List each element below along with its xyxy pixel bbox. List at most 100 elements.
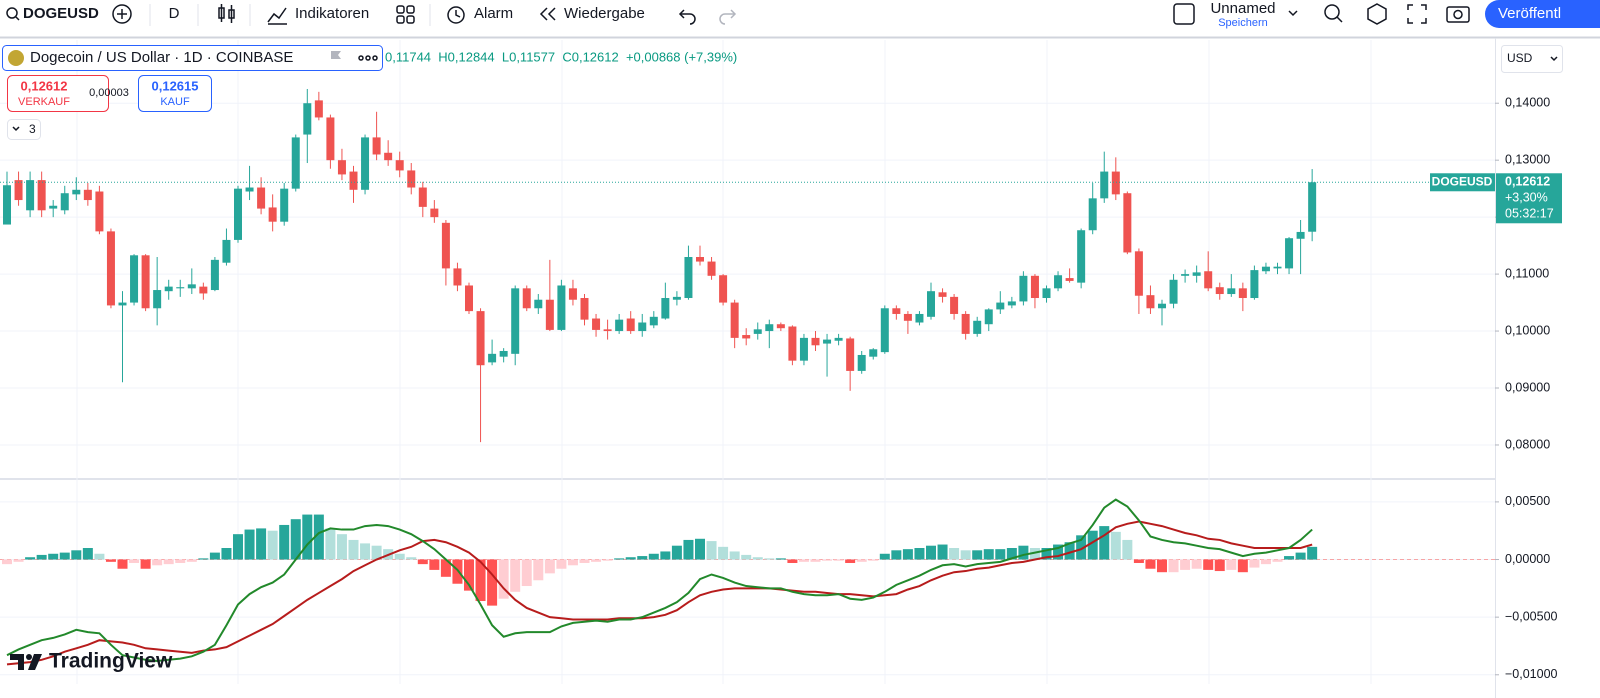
legend-more[interactable] (358, 55, 378, 61)
histogram-bar (1180, 559, 1191, 570)
histogram-bar (671, 545, 682, 560)
histogram-bar (1076, 535, 1087, 560)
replay-label[interactable]: Wiedergabe (564, 5, 645, 22)
macd-line (6, 498, 1313, 662)
snapshot-button[interactable] (1446, 6, 1470, 23)
layout-checkbox[interactable] (1173, 3, 1195, 25)
layout-name[interactable]: Unnamed (1210, 0, 1275, 17)
legend-box[interactable] (2, 45, 383, 71)
spread: 0,00003 (89, 87, 129, 99)
histogram-bar (914, 548, 925, 560)
histogram-bar (614, 558, 625, 560)
layout-menu[interactable] (1288, 10, 1298, 17)
compare-button[interactable] (112, 4, 132, 24)
histogram-bar (798, 559, 809, 562)
indicators-label[interactable]: Indikatoren (295, 5, 369, 22)
settings-button[interactable] (1367, 3, 1387, 25)
histogram-bar (1145, 559, 1156, 569)
candle-body (257, 187, 266, 209)
histogram-bar (1307, 546, 1318, 560)
histogram-bar (175, 559, 186, 563)
sell-label[interactable]: VERKAUF (18, 96, 70, 108)
histogram-bar (718, 546, 729, 560)
candle-body (753, 329, 762, 334)
publish-label[interactable]: Veröffentl (1498, 5, 1561, 22)
histogram-bar (452, 559, 463, 584)
histogram-bar (279, 524, 290, 560)
price-axis: 0,140000,130000,120000,110000,100000,090… (1430, 96, 1562, 681)
buy-button[interactable] (138, 75, 212, 112)
histogram-bar (937, 544, 948, 560)
quick-search[interactable] (1324, 4, 1343, 23)
histogram-bar (1053, 544, 1064, 560)
chevron (1550, 56, 1558, 62)
candle-body (915, 313, 924, 323)
sell-button[interactable] (7, 75, 109, 112)
histogram-bar (856, 559, 867, 562)
interval[interactable]: D (169, 5, 180, 22)
sell-price[interactable]: 0,12612 (21, 78, 68, 93)
y-tick-label: 0,00000 (1505, 552, 1550, 566)
histogram-bar (544, 559, 555, 574)
candle-body (3, 185, 11, 225)
undo-button[interactable] (678, 9, 696, 25)
candle-body (672, 296, 681, 300)
symbol[interactable]: DOGEUSD (23, 5, 99, 22)
candle-body (499, 350, 508, 357)
templates-button[interactable] (396, 5, 415, 24)
candle-body (1007, 301, 1016, 306)
candle-body (511, 288, 520, 354)
buy-label[interactable]: KAUF (160, 96, 190, 108)
candle-body (1042, 288, 1051, 299)
candle-body (26, 180, 35, 211)
fullscreen-button[interactable] (1407, 4, 1427, 24)
candle-body (118, 302, 127, 306)
candle-body (534, 299, 543, 309)
candle-body (950, 296, 959, 314)
histogram-bar (336, 534, 347, 560)
symbol-search[interactable]: DOGEUSD (6, 5, 99, 22)
currency-select[interactable] (1501, 45, 1563, 73)
candle-body (83, 189, 92, 201)
indicator-count[interactable]: 3 (29, 122, 36, 136)
histogram-bar (1295, 552, 1306, 560)
chart-type-button[interactable] (218, 4, 235, 23)
histogram-bar (209, 552, 220, 560)
histogram-bar (833, 559, 844, 561)
histogram-bar (1018, 545, 1029, 560)
indicator-toggle[interactable] (7, 119, 41, 140)
candle-body (326, 117, 335, 161)
candle-body (303, 103, 312, 135)
alert-button[interactable]: Alarm (447, 5, 513, 24)
histogram-bar (1226, 559, 1237, 570)
histogram-bar (683, 539, 694, 560)
histogram-bar (1099, 526, 1110, 560)
price-tag (1496, 173, 1562, 224)
candle-body (649, 316, 658, 326)
publish-button[interactable] (1485, 0, 1600, 28)
histogram-bar (221, 548, 232, 560)
buy-price[interactable]: 0,12615 (152, 78, 199, 93)
histogram-bar (186, 559, 197, 562)
histogram-bar (1041, 548, 1052, 560)
candle-body (903, 313, 912, 321)
alert-label[interactable]: Alarm (474, 5, 513, 22)
candle-body (418, 187, 427, 207)
currency[interactable]: USD (1507, 51, 1533, 65)
candle-body (210, 259, 219, 291)
histogram-bar (787, 559, 798, 563)
candle-body (1134, 251, 1143, 296)
histogram-bar (117, 559, 128, 569)
candle-body (1227, 288, 1236, 295)
candle-body (961, 313, 970, 334)
candle-body (291, 137, 300, 189)
candle-body (384, 152, 393, 161)
indicators-button[interactable]: Indikatoren (267, 5, 369, 25)
replay-button[interactable]: Wiedergabe (539, 5, 645, 22)
flag-icon[interactable] (331, 51, 341, 59)
redo-button[interactable] (719, 9, 737, 25)
histogram-bar (302, 514, 313, 560)
histogram-bar (602, 559, 613, 561)
layout-save[interactable]: Speichern (1218, 17, 1268, 29)
candle-body (49, 205, 58, 209)
